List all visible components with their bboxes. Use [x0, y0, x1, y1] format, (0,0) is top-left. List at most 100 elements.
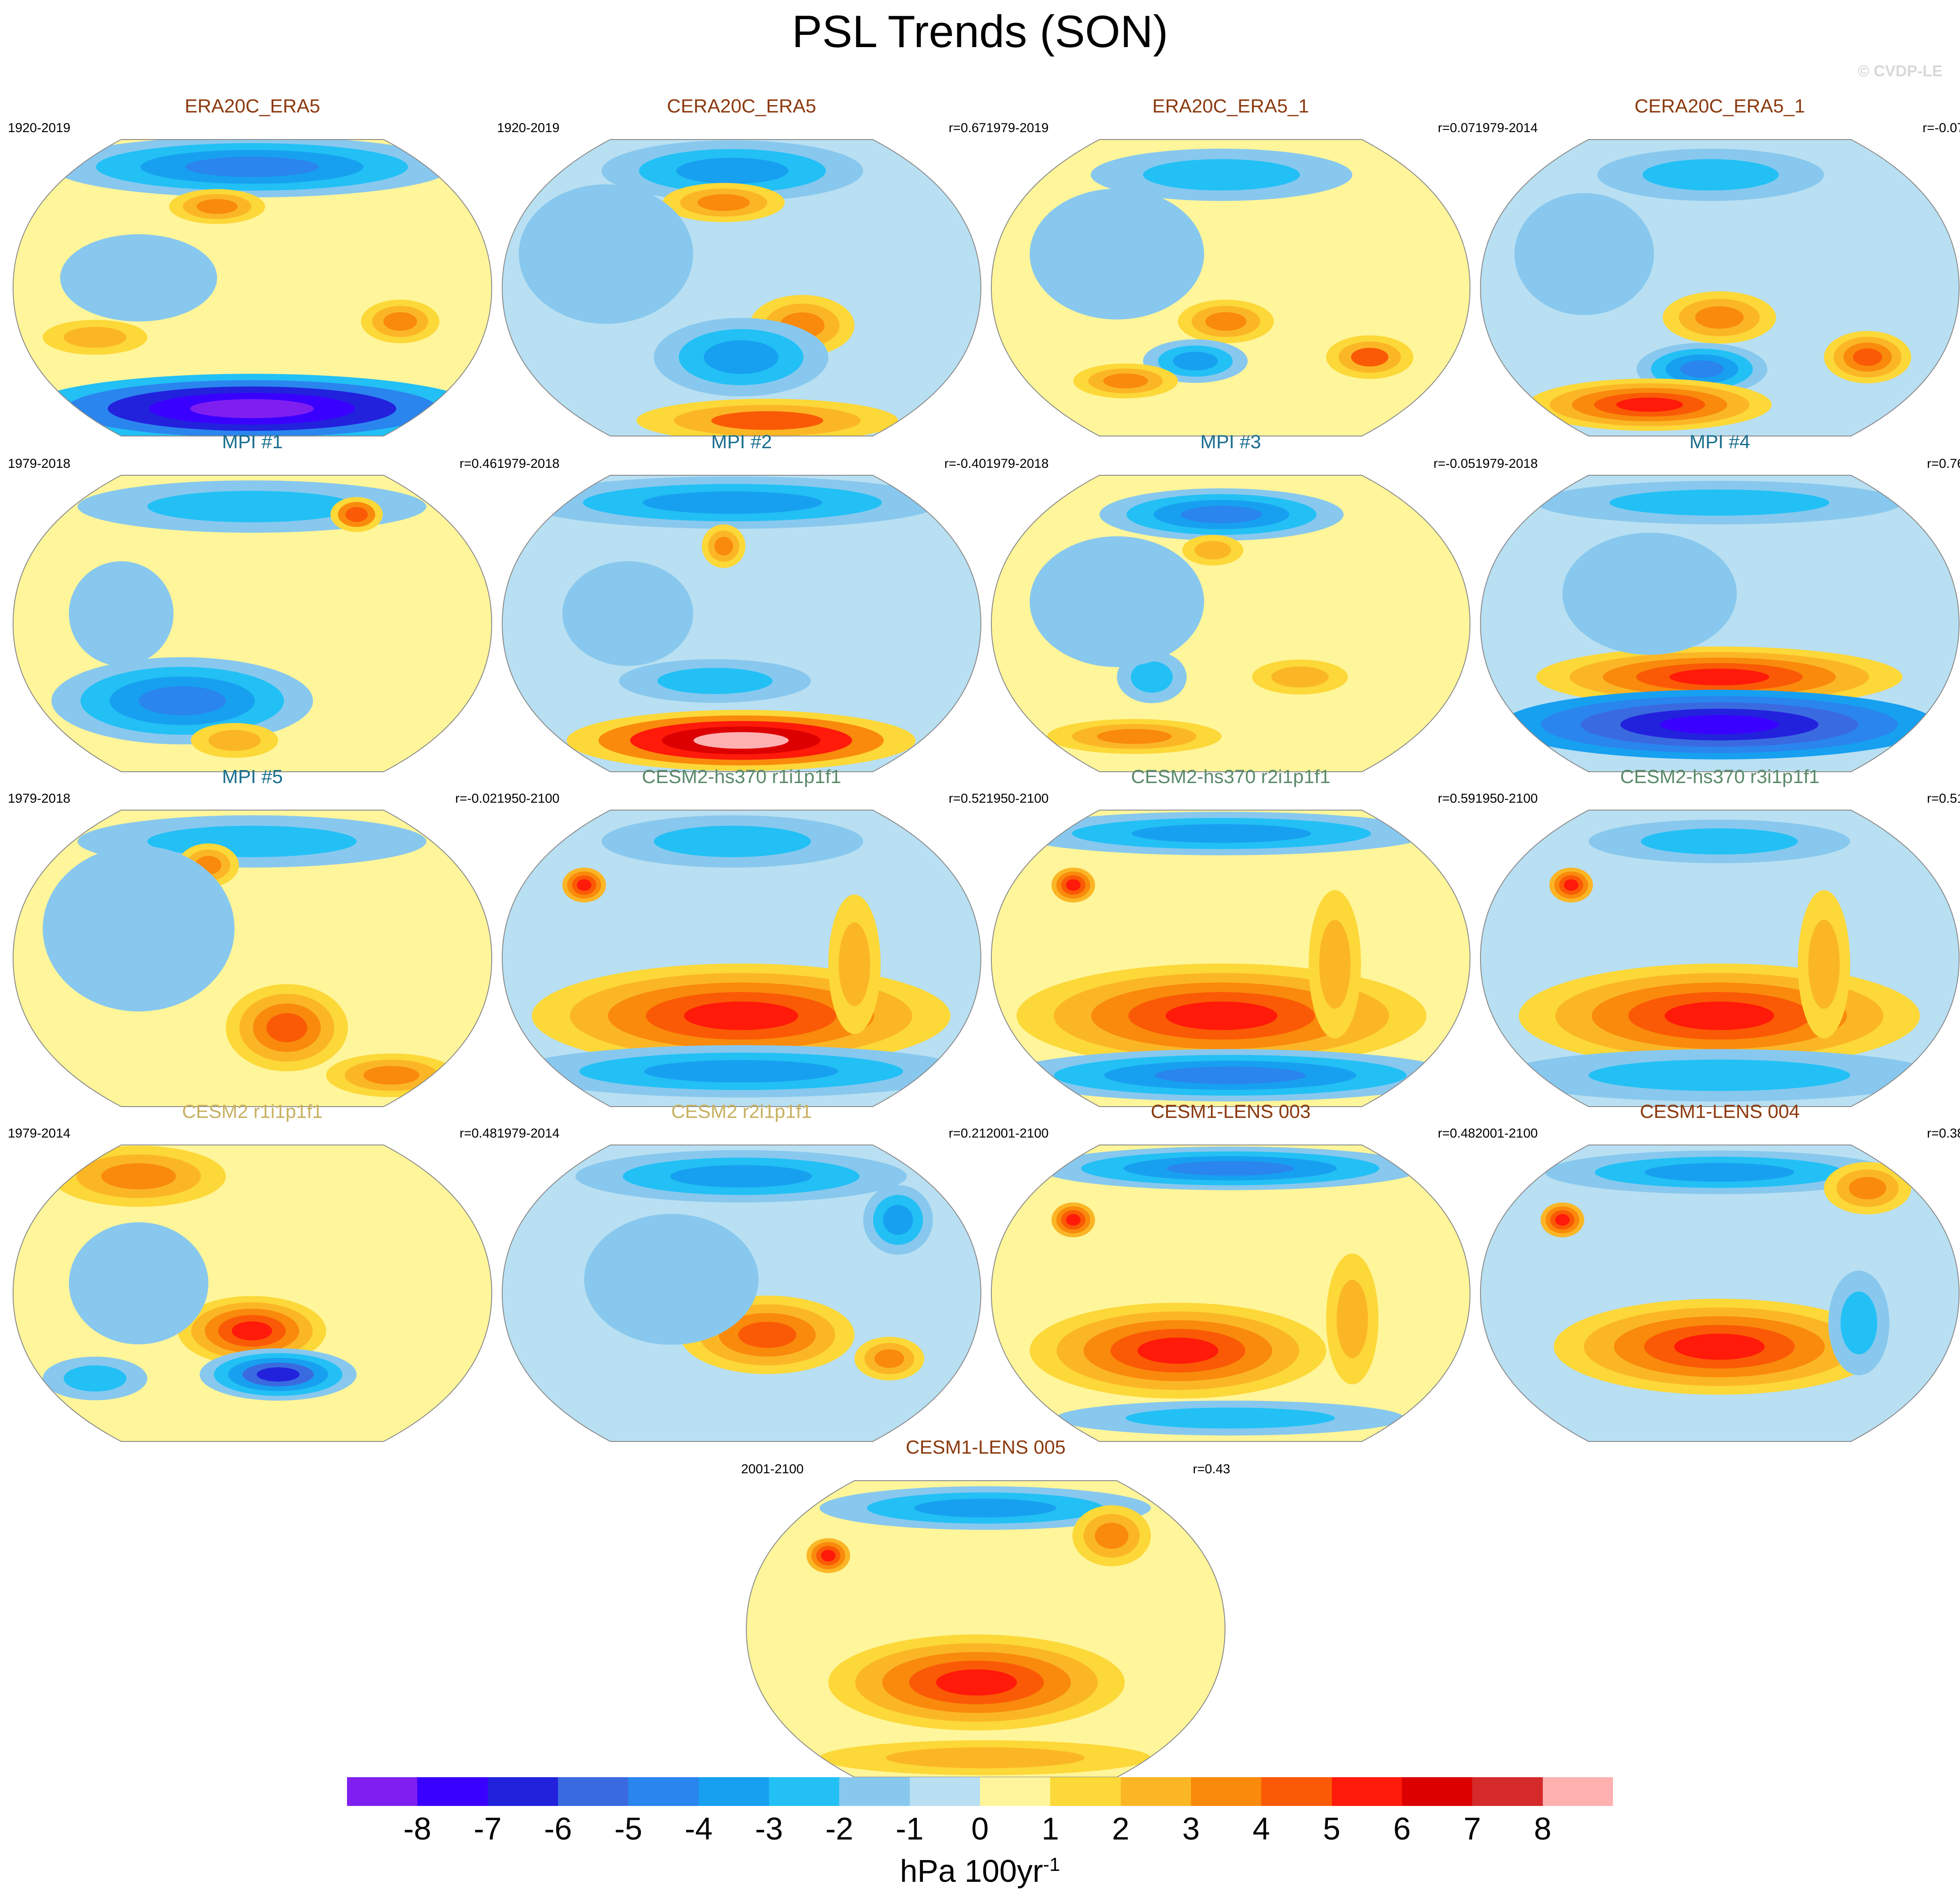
globe-outline: [501, 475, 982, 772]
colorbar-tick-label: -2: [825, 1812, 854, 1846]
field-contour: [266, 1013, 307, 1042]
field-contour: [1853, 348, 1882, 366]
panel-title: CESM2 r1i1p1f1: [182, 1101, 323, 1122]
field-contour: [1103, 373, 1148, 388]
panel-title: CESM1-LENS 003: [1150, 1101, 1311, 1122]
field-contour: [1680, 360, 1724, 378]
map-panel: CERA20C_ERA5 1920-2019 r=0.67: [497, 95, 986, 453]
colorbar-cell: [487, 1777, 558, 1806]
map-panel: CESM2 r1i1p1f1 1979-2014 r=0.48: [8, 1101, 497, 1459]
map-globe: [12, 810, 493, 1107]
panel-title: CESM1-LENS 005: [905, 1437, 1066, 1458]
map-globe: [990, 810, 1471, 1107]
panel-correlation: r=0.07: [1438, 121, 1475, 135]
colorbar-cell: [1261, 1777, 1332, 1806]
panel-title: MPI #2: [711, 431, 772, 453]
colorbar-cell: [1331, 1777, 1402, 1806]
field-contour: [1205, 312, 1247, 331]
colorbar-tick-label: 0: [971, 1812, 989, 1846]
map-panel: MPI #5 1979-2018 r=-0.02: [8, 766, 497, 1124]
map-panel: CESM1-LENS 003 2001-2100 r=0.48: [986, 1101, 1475, 1459]
map-panel: MPI #1 1979-2018 r=0.46: [8, 431, 497, 789]
map-panel: ERA20C_ERA5_1 1979-2019 r=0.07: [986, 95, 1475, 453]
globe-outline: [501, 139, 982, 436]
field-contour: [883, 1205, 913, 1235]
copyright-label: © CVDP-LE: [1858, 62, 1943, 80]
field-contour: [190, 399, 314, 419]
colorbar-tick-label: -3: [755, 1812, 783, 1846]
map-globe: [1480, 810, 1960, 1107]
colorbar-cell: [1542, 1777, 1613, 1806]
panel-correlation: r=0.59: [1438, 791, 1475, 806]
field-contour: [1351, 347, 1388, 367]
map-panel: CESM2-hs370 r2i1p1f1 1950-2100 r=0.59: [986, 766, 1475, 1124]
globe-outline: [12, 810, 493, 1107]
colorbar-cell: [1402, 1777, 1473, 1806]
panel-years: 1979-2019: [986, 121, 1049, 135]
field-contour: [1664, 1002, 1774, 1030]
panel-years: 1920-2019: [497, 121, 560, 135]
colorbar-cell: [347, 1777, 418, 1806]
map-globe: [1480, 475, 1960, 772]
units-exponent: -1: [1043, 1854, 1060, 1875]
field-contour: [1616, 397, 1683, 412]
map-globe: [12, 139, 493, 436]
field-contour: [714, 537, 733, 556]
panel-correlation: r=-0.40: [944, 457, 986, 471]
globe-outline: [1480, 1145, 1960, 1442]
map-panel: CESM2-hs370 r3i1p1f1 1950-2100 r=0.51: [1475, 766, 1960, 1124]
field-contour: [1126, 1407, 1335, 1429]
colorbar: [347, 1777, 1613, 1806]
field-contour: [704, 340, 779, 374]
panel-correlation: r=0.48: [1438, 1126, 1475, 1141]
panel-title: CERA20C_ERA5_1: [1634, 95, 1805, 117]
colorbar-cell: [1191, 1777, 1262, 1806]
colorbar-cell: [1050, 1777, 1121, 1806]
colorbar-cell: [558, 1777, 629, 1806]
panel-title: CESM1-LENS 004: [1640, 1101, 1800, 1122]
field-contour: [1669, 668, 1769, 685]
field-contour: [1131, 661, 1173, 693]
map-globe: [501, 810, 982, 1107]
map-globe: [990, 139, 1471, 436]
panel-title: MPI #3: [1200, 431, 1261, 453]
globe-outline: [990, 810, 1471, 1107]
panel-years: 1979-2014: [1475, 121, 1538, 135]
colorbar-tick-label: -1: [895, 1812, 924, 1846]
map-panel: MPI #4 1979-2018 r=0.76: [1475, 431, 1960, 789]
field-contour: [914, 1499, 1056, 1518]
panel-years: 1920-2019: [8, 121, 71, 135]
colorbar-tick-label: 3: [1182, 1812, 1200, 1846]
field-contour: [1194, 541, 1231, 559]
panel-years: 1979-2018: [8, 457, 71, 471]
map-globe: [12, 1145, 493, 1442]
globe-outline: [501, 810, 982, 1107]
field-contour: [874, 1349, 905, 1368]
colorbar-tick-label: 7: [1463, 1812, 1481, 1846]
panel-correlation: r=-0.05: [1433, 457, 1475, 471]
field-contour: [1165, 1002, 1278, 1030]
globe-outline: [501, 1145, 982, 1442]
field-contour: [1695, 306, 1744, 329]
globe-outline: [990, 475, 1471, 772]
panel-years: 1979-2014: [8, 1126, 71, 1141]
panel-title: CERA20C_ERA5: [667, 95, 817, 117]
field-contour: [1030, 188, 1204, 320]
field-contour: [657, 668, 772, 694]
map-panel: CESM1-LENS 004 2001-2100 r=0.38: [1475, 1101, 1960, 1459]
field-contour: [1097, 729, 1172, 744]
field-contour: [60, 234, 217, 322]
panel-correlation: r=-0.02: [455, 791, 497, 806]
colorbar-cell: [769, 1777, 840, 1806]
field-contour: [577, 879, 592, 891]
field-contour: [383, 312, 417, 331]
colorbar-tick-label: 6: [1393, 1812, 1411, 1846]
field-contour: [1337, 1280, 1368, 1359]
map-globe: [990, 475, 1471, 772]
colorbar-tick-label: -8: [403, 1812, 432, 1846]
field-contour: [698, 194, 750, 211]
field-contour: [676, 157, 789, 184]
map-globe: [501, 139, 982, 436]
globe-outline: [990, 1145, 1471, 1442]
field-contour: [256, 1367, 300, 1382]
